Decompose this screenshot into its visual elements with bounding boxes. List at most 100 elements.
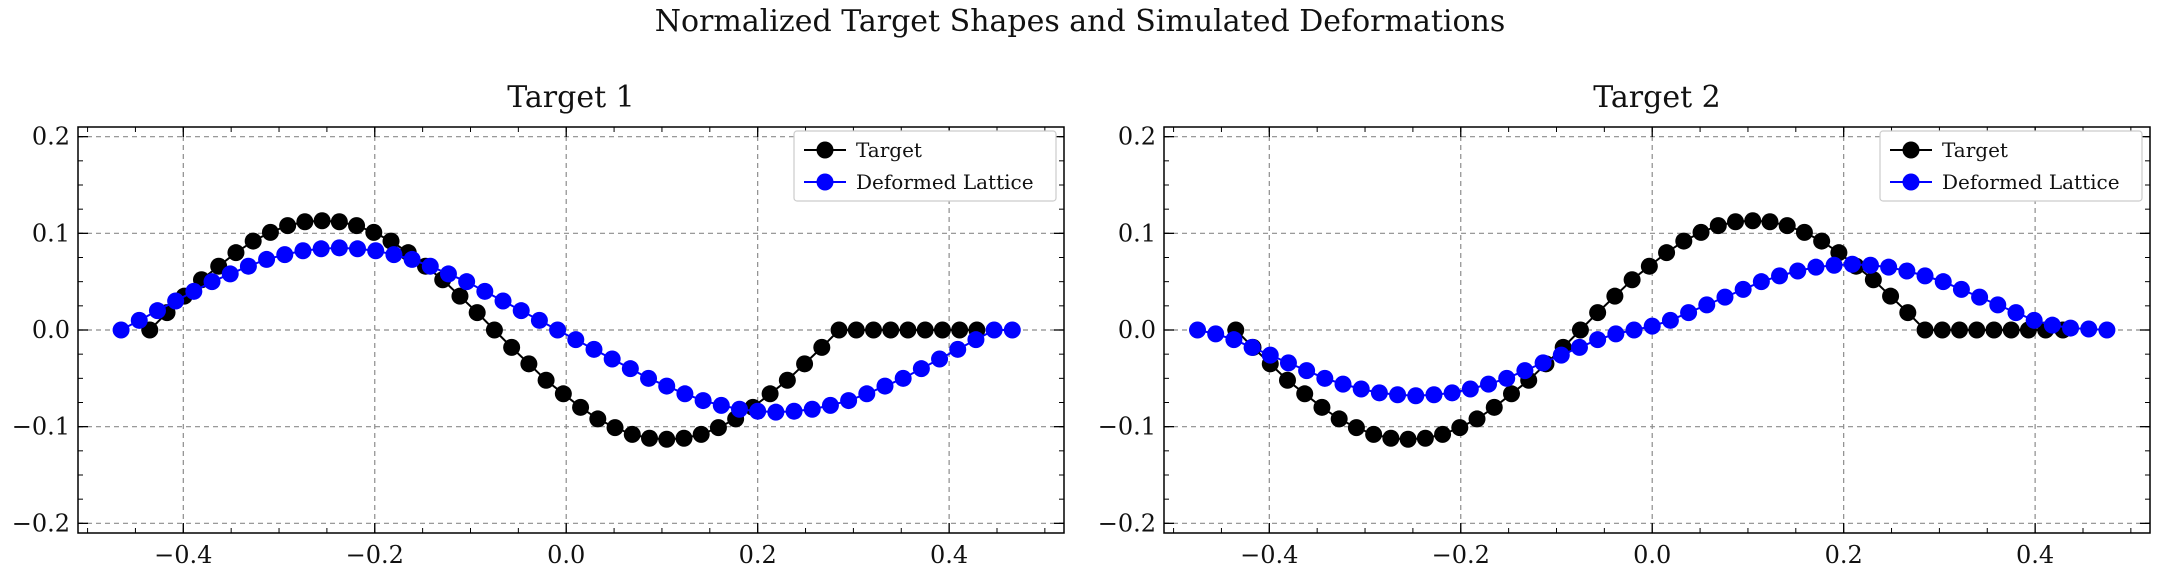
legend-label-deformed-lattice: Deformed Lattice [856,170,1034,194]
data-point-deformed-lattice [676,385,694,403]
data-point-deformed-lattice [1334,375,1352,393]
data-point-deformed-lattice [294,242,312,260]
x-tick-label: 0.0 [1633,541,1671,569]
data-point-deformed-lattice [1898,262,1916,280]
data-point-target [778,371,796,389]
data-point-target [348,217,366,235]
panel-1: Target 1 −0.4 −0.2 0.0 0.2 0.4 −0.2 −0.1 0.0 0.1 0… [12,80,1065,569]
data-point-target [658,430,676,448]
data-point-target [330,213,348,231]
data-point-target [1658,244,1676,262]
data-point-deformed-lattice [1771,267,1789,285]
data-point-deformed-lattice [1389,386,1407,404]
data-point-deformed-lattice [949,340,967,358]
data-point-target [244,232,262,250]
data-point-deformed-lattice [1825,256,1843,274]
data-point-target [1365,425,1383,443]
x-tick-label: 0.0 [547,541,585,569]
data-point-target [537,371,555,389]
data-point-deformed-lattice [1643,317,1661,335]
data-point-target [572,398,590,416]
data-point-deformed-lattice [1880,258,1898,276]
y-tick-label: −0.1 [1098,413,1156,441]
data-point-deformed-lattice [1989,296,2007,314]
data-point-target [1709,217,1727,235]
data-point-target [1502,385,1520,403]
panel-title: Target 2 [1593,80,1721,115]
data-point-target [279,217,297,235]
data-point-target [1882,287,1900,305]
data-point-deformed-lattice [1661,311,1679,329]
data-point-target [1968,321,1986,339]
data-point-deformed-lattice [1225,331,1243,349]
y-tick-label: 0.0 [1118,316,1156,344]
data-point-deformed-lattice [785,402,803,420]
data-point-deformed-lattice [549,321,567,339]
data-point-deformed-lattice [912,360,930,378]
data-point-deformed-lattice [530,311,548,329]
data-point-deformed-lattice [1680,304,1698,322]
data-point-deformed-lattice [312,240,330,258]
x-tick-label: −0.2 [1432,541,1490,569]
data-point-target [1589,304,1607,322]
data-point-deformed-lattice [1589,331,1607,349]
data-point-deformed-lattice [1789,262,1807,280]
data-point-target [1434,425,1452,443]
x-tick-label: 0.4 [930,541,968,569]
data-point-target [951,321,969,339]
data-point-deformed-lattice [112,321,130,339]
data-point-deformed-lattice [1916,267,1934,285]
legend-marker-deformed-lattice [1902,173,1920,191]
data-point-deformed-lattice [148,302,166,320]
data-point-target [1416,429,1434,447]
y-tick-label: −0.1 [12,413,70,441]
data-point-deformed-lattice [803,400,821,418]
data-point-deformed-lattice [876,377,894,395]
data-point-deformed-lattice [621,360,639,378]
data-point-target [1278,371,1296,389]
panel-2: Target 2 −0.4 −0.2 0.0 0.2 0.4 −0.2 −0.1 0.0 0.1 0… [1098,80,2151,569]
legend-box [793,130,1057,202]
data-point-target [796,355,814,373]
data-point-deformed-lattice [476,282,494,300]
data-point-target [1640,257,1658,275]
y-tick-label: 0.0 [32,316,70,344]
data-point-deformed-lattice [1461,380,1479,398]
data-point-deformed-lattice [185,282,203,300]
data-point-deformed-lattice [1734,280,1752,298]
data-point-target [1296,385,1314,403]
data-point-target [1692,223,1710,241]
panel-title: Target 1 [507,80,635,115]
data-point-target [623,425,641,443]
data-point-target [365,223,383,241]
data-point-deformed-lattice [2062,319,2080,337]
data-point-target [675,429,693,447]
data-point-target [503,338,521,356]
x-tick-label: −0.4 [1240,541,1298,569]
data-point-deformed-lattice [167,292,185,310]
data-point-target [640,429,658,447]
data-point-target [1813,232,1831,250]
x-tick-label: 0.2 [1825,541,1863,569]
data-point-deformed-lattice [439,265,457,283]
data-point-target [2002,321,2020,339]
data-point-deformed-lattice [1443,384,1461,402]
data-point-deformed-lattice [840,392,858,410]
data-point-target [1778,217,1796,235]
data-point-deformed-lattice [1425,386,1443,404]
data-point-target [606,419,624,437]
data-point-deformed-lattice [585,340,603,358]
data-point-deformed-lattice [767,403,785,421]
data-point-target [485,321,503,339]
data-point-deformed-lattice [1516,362,1534,380]
figure-title: Normalized Target Shapes and Simulated D… [654,4,1506,39]
data-point-deformed-lattice [349,240,367,258]
data-point-deformed-lattice [1971,288,1989,306]
data-point-target [709,419,727,437]
data-point-target [261,223,279,241]
data-point-target [1571,321,1589,339]
data-point-target [761,385,779,403]
data-point-deformed-lattice [1552,346,1570,364]
data-point-deformed-lattice [1843,255,1861,273]
